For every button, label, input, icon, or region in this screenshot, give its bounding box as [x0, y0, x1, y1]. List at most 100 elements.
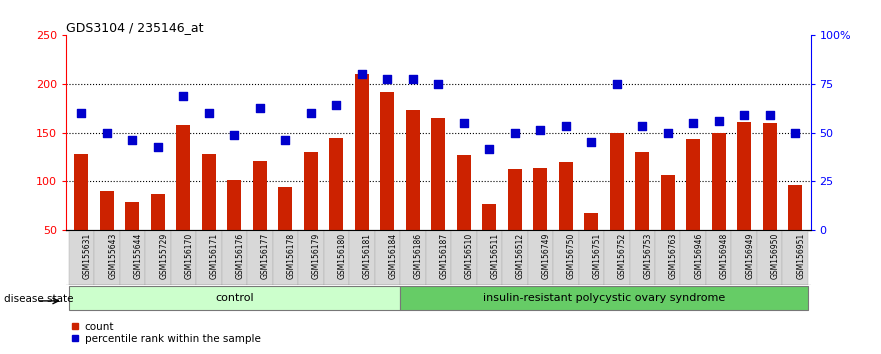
Text: GSM156763: GSM156763	[669, 233, 678, 279]
Point	[74, 110, 88, 116]
Bar	[151, 194, 165, 230]
FancyBboxPatch shape	[706, 230, 731, 285]
Point	[712, 118, 726, 124]
Text: GSM156752: GSM156752	[618, 233, 627, 279]
Text: GSM156948: GSM156948	[720, 233, 729, 279]
Bar	[661, 175, 675, 230]
Bar	[482, 204, 496, 230]
Bar	[125, 202, 139, 230]
FancyBboxPatch shape	[247, 230, 272, 285]
FancyBboxPatch shape	[553, 230, 579, 285]
Point	[406, 76, 420, 82]
Bar	[278, 187, 292, 230]
Text: insulin-resistant polycystic ovary syndrome: insulin-resistant polycystic ovary syndr…	[483, 293, 725, 303]
Point	[227, 132, 241, 138]
Text: GSM156179: GSM156179	[312, 233, 321, 279]
FancyBboxPatch shape	[757, 230, 782, 285]
FancyBboxPatch shape	[94, 230, 120, 285]
Text: disease state: disease state	[4, 294, 74, 304]
Bar	[253, 161, 267, 230]
Point	[304, 110, 318, 116]
Point	[737, 112, 751, 118]
Point	[278, 137, 292, 142]
Point	[635, 123, 649, 129]
Text: GSM156751: GSM156751	[593, 233, 602, 279]
Text: GSM156181: GSM156181	[363, 233, 372, 279]
FancyBboxPatch shape	[528, 230, 553, 285]
Bar	[584, 212, 598, 230]
FancyBboxPatch shape	[69, 286, 400, 310]
FancyBboxPatch shape	[69, 230, 94, 285]
Point	[482, 147, 496, 152]
Text: GSM156176: GSM156176	[235, 233, 245, 279]
Legend: count, percentile rank within the sample: count, percentile rank within the sample	[71, 322, 261, 344]
Text: GSM156950: GSM156950	[771, 233, 780, 279]
Point	[431, 81, 445, 87]
Point	[202, 110, 216, 116]
Point	[125, 137, 139, 142]
Point	[176, 93, 190, 98]
Text: GSM156177: GSM156177	[261, 233, 270, 279]
FancyBboxPatch shape	[731, 230, 757, 285]
Text: GSM156184: GSM156184	[389, 233, 397, 279]
Bar	[100, 191, 114, 230]
FancyBboxPatch shape	[451, 230, 477, 285]
FancyBboxPatch shape	[272, 230, 298, 285]
Point	[381, 76, 395, 82]
Point	[788, 130, 803, 136]
Bar	[456, 155, 470, 230]
Point	[610, 81, 624, 87]
FancyBboxPatch shape	[630, 230, 655, 285]
Point	[661, 130, 675, 136]
Text: GSM156170: GSM156170	[185, 233, 194, 279]
Text: GSM156512: GSM156512	[516, 233, 525, 279]
Text: GSM156187: GSM156187	[440, 233, 448, 279]
FancyBboxPatch shape	[374, 230, 400, 285]
Text: GSM155631: GSM155631	[83, 233, 92, 279]
FancyBboxPatch shape	[604, 230, 630, 285]
Text: GSM156171: GSM156171	[211, 233, 219, 279]
Point	[763, 112, 777, 118]
Bar	[610, 133, 624, 230]
FancyBboxPatch shape	[680, 230, 706, 285]
Point	[456, 120, 470, 126]
Bar	[202, 154, 216, 230]
FancyBboxPatch shape	[120, 230, 145, 285]
Bar	[381, 92, 395, 230]
FancyBboxPatch shape	[655, 230, 680, 285]
FancyBboxPatch shape	[145, 230, 171, 285]
Text: GSM156749: GSM156749	[542, 233, 551, 279]
Text: GSM156949: GSM156949	[745, 233, 754, 279]
Text: GDS3104 / 235146_at: GDS3104 / 235146_at	[66, 21, 204, 34]
Point	[100, 130, 114, 136]
Text: GSM156753: GSM156753	[643, 233, 653, 279]
Text: GSM156178: GSM156178	[286, 233, 296, 279]
Bar	[432, 118, 445, 230]
Text: GSM156511: GSM156511	[491, 233, 500, 279]
Bar	[788, 185, 803, 230]
Bar	[227, 181, 241, 230]
Point	[559, 123, 573, 129]
Bar	[635, 152, 649, 230]
Text: control: control	[215, 293, 254, 303]
FancyBboxPatch shape	[502, 230, 528, 285]
Bar	[304, 152, 318, 230]
Text: GSM156951: GSM156951	[796, 233, 805, 279]
FancyBboxPatch shape	[323, 230, 349, 285]
FancyBboxPatch shape	[400, 230, 426, 285]
Text: GSM155643: GSM155643	[108, 233, 117, 279]
FancyBboxPatch shape	[222, 230, 247, 285]
Bar	[712, 133, 726, 230]
FancyBboxPatch shape	[171, 230, 196, 285]
Point	[151, 144, 165, 150]
Bar	[533, 168, 547, 230]
Bar	[406, 110, 420, 230]
Text: GSM156180: GSM156180	[337, 233, 346, 279]
Text: GSM156510: GSM156510	[465, 233, 474, 279]
Text: GSM156946: GSM156946	[694, 233, 704, 279]
FancyBboxPatch shape	[298, 230, 323, 285]
Point	[507, 130, 522, 136]
Point	[355, 72, 369, 77]
Bar	[176, 125, 190, 230]
Text: GSM156750: GSM156750	[567, 233, 576, 279]
